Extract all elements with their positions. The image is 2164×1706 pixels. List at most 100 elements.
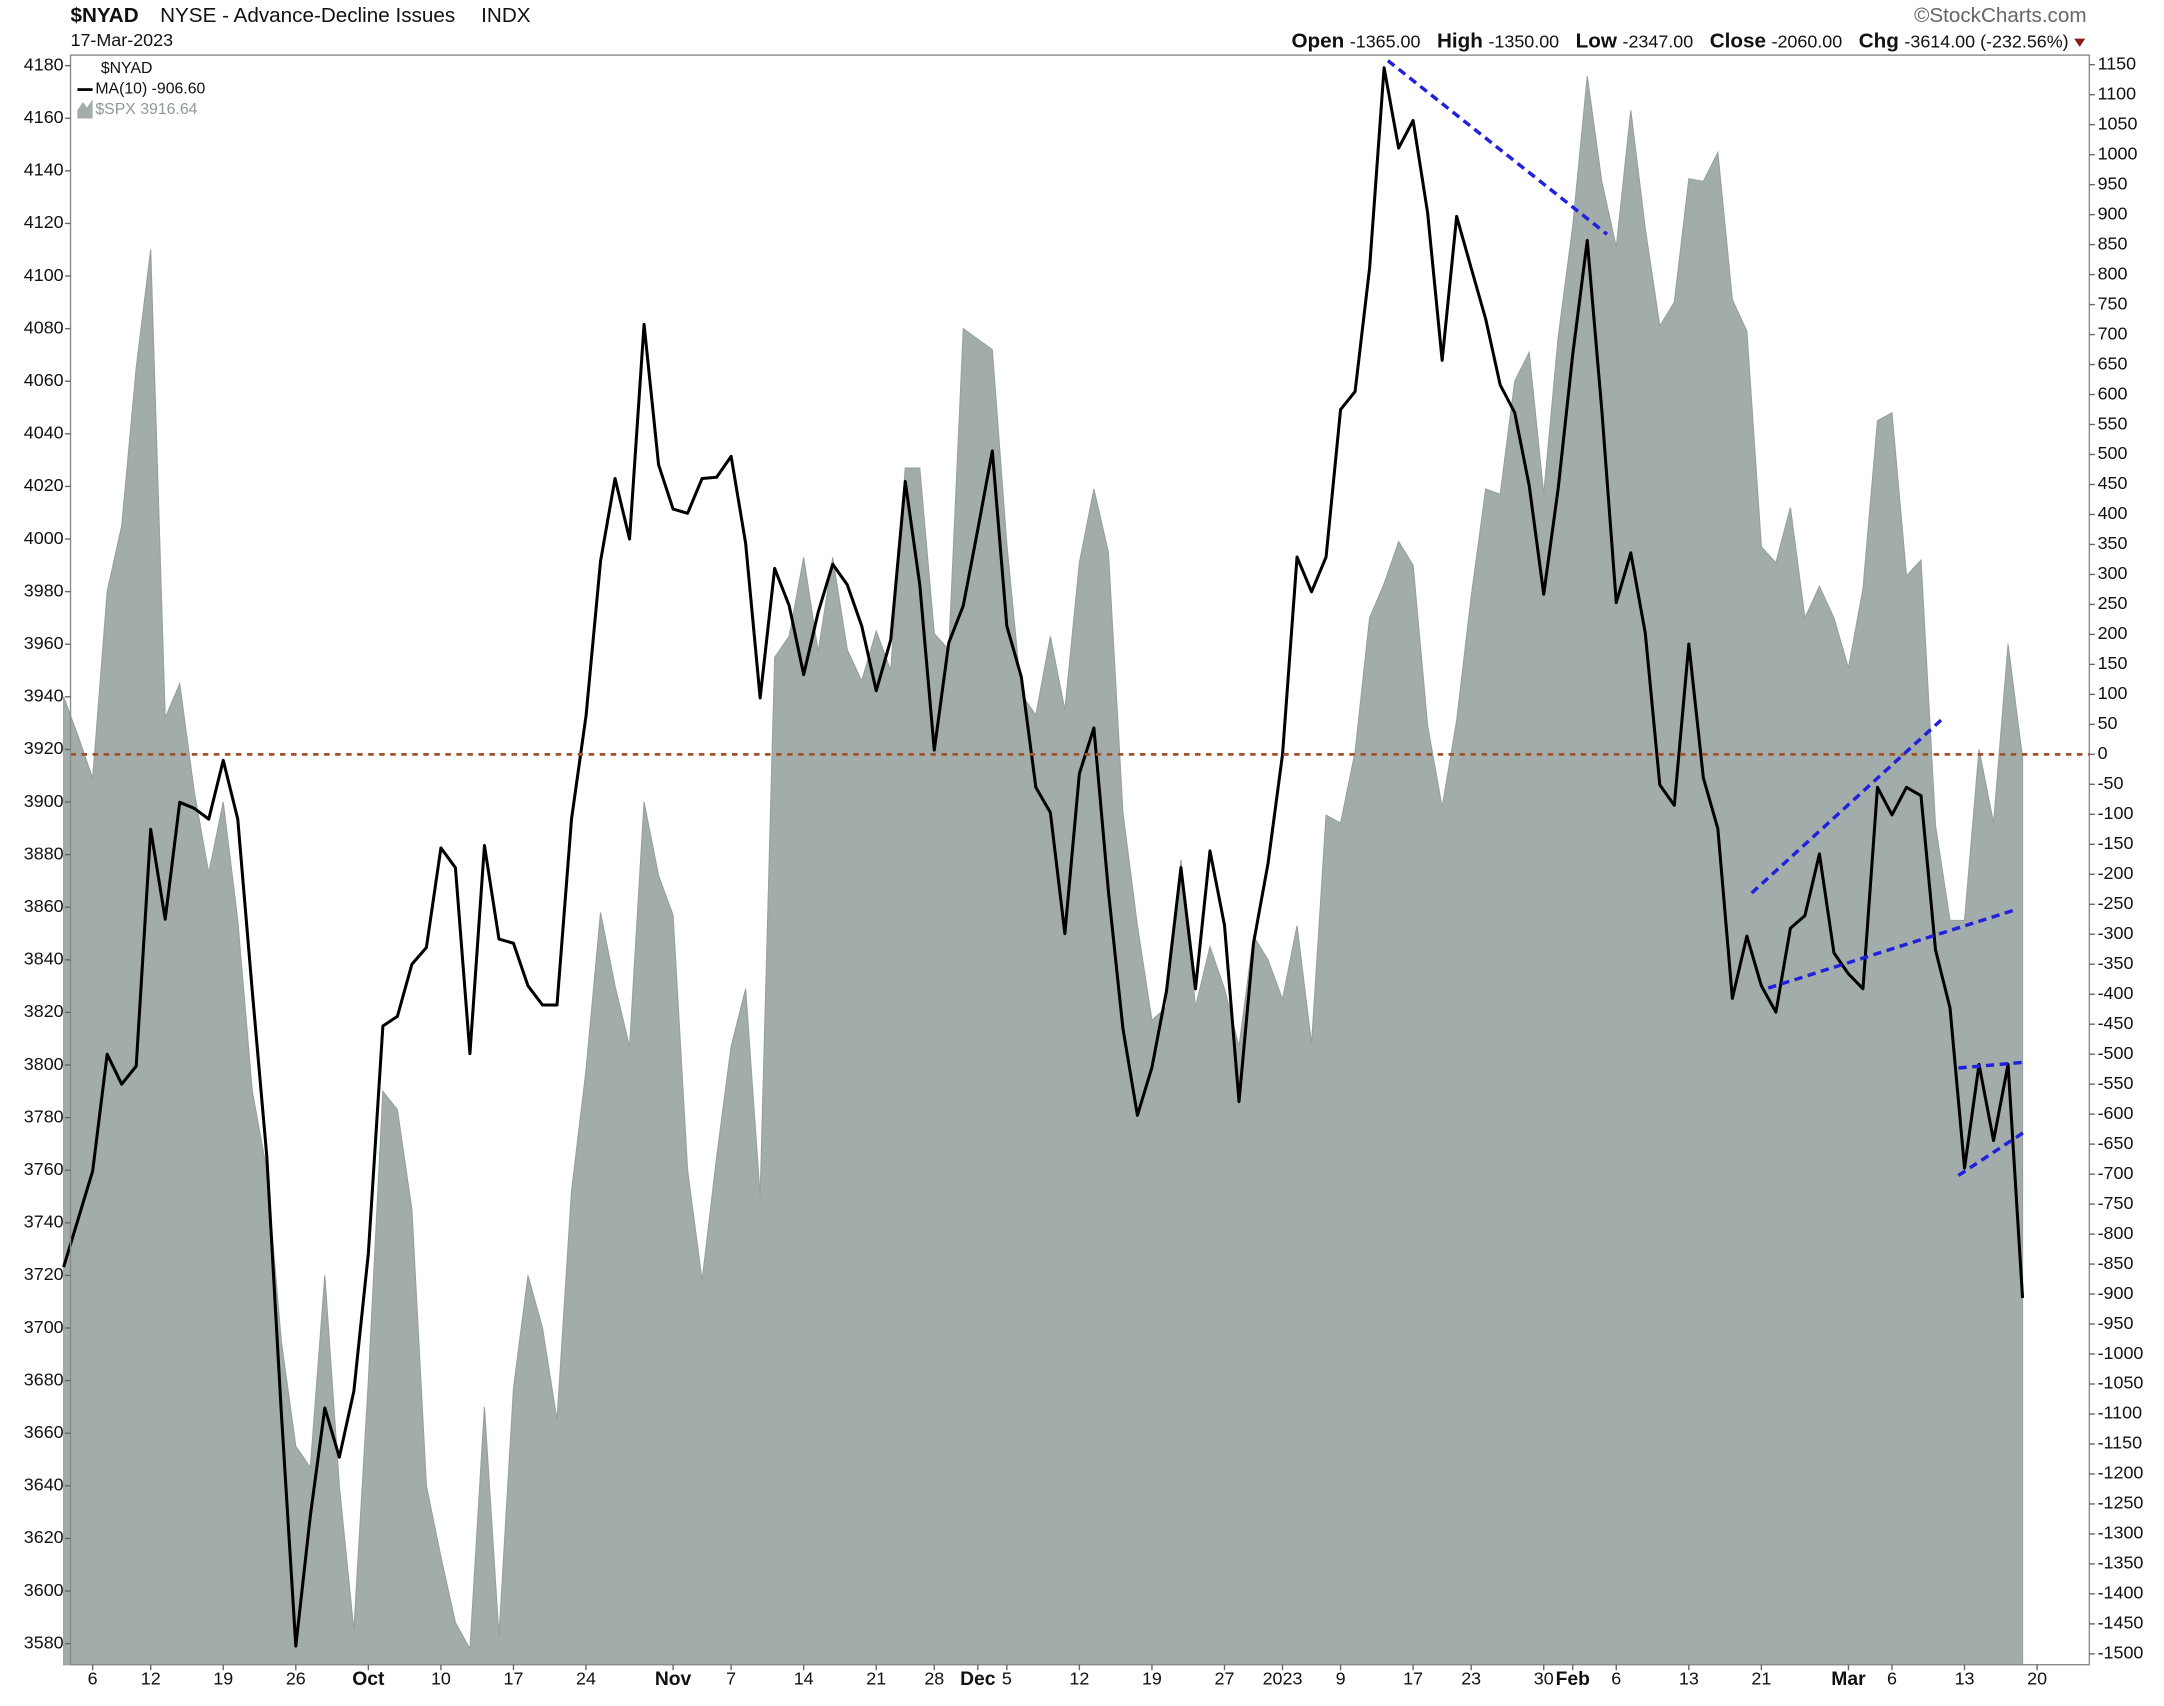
x-tick-label: 27 xyxy=(1215,1669,1235,1689)
y2-tick-label: -50 xyxy=(2098,773,2124,793)
x-tick-label: 12 xyxy=(141,1669,161,1689)
y-tick-label: 3620 xyxy=(24,1527,64,1547)
x-tick-label: 13 xyxy=(1679,1669,1699,1689)
y-tick-label: 3680 xyxy=(24,1369,64,1389)
y2-tick-label: -550 xyxy=(2098,1073,2134,1093)
source: ©StockCharts.com xyxy=(1914,4,2086,27)
legend-swatch xyxy=(77,99,93,119)
y-tick-label: 3600 xyxy=(24,1580,64,1600)
y2-tick-label: 0 xyxy=(2098,743,2108,763)
y2-tick-label: -450 xyxy=(2098,1013,2134,1033)
y2-tick-label: -1350 xyxy=(2098,1553,2144,1573)
legend-label: $SPX xyxy=(95,101,136,118)
x-tick-label: Oct xyxy=(352,1669,385,1690)
y-tick-label: 3660 xyxy=(24,1422,64,1442)
x-tick-label: Nov xyxy=(655,1669,692,1690)
y2-tick-label: 650 xyxy=(2098,353,2128,373)
stat-label: Open xyxy=(1291,30,1344,53)
y2-tick-label: -200 xyxy=(2098,863,2134,883)
y2-tick-label: 500 xyxy=(2098,443,2128,463)
trend-line xyxy=(1958,1060,2022,1070)
trend-line xyxy=(1386,59,1609,236)
y2-tick-label: 150 xyxy=(2098,653,2128,673)
x-tick-label: 17 xyxy=(1403,1669,1423,1689)
y-tick-label: 3740 xyxy=(24,1212,64,1232)
y-tick-label: 3780 xyxy=(24,1106,64,1126)
y2-tick-label: -1250 xyxy=(2098,1493,2144,1513)
y2-tick-label: 550 xyxy=(2098,413,2128,433)
y2-tick-label: -1450 xyxy=(2098,1613,2144,1633)
x-tick-label: 5 xyxy=(1002,1669,1012,1689)
y2-tick-label: -300 xyxy=(2098,923,2134,943)
y-tick-label: 3720 xyxy=(24,1264,64,1284)
y2-tick-label: -250 xyxy=(2098,893,2134,913)
x-tick-label: 30 xyxy=(1534,1669,1554,1689)
y2-tick-label: 400 xyxy=(2098,503,2128,523)
y2-tick-label: -900 xyxy=(2098,1283,2134,1303)
y2-tick-label: 50 xyxy=(2098,713,2118,733)
y-tick-label: 4040 xyxy=(24,423,64,443)
y-tick-label: 3840 xyxy=(24,949,64,969)
legend-entry: MA(10) -906.60 xyxy=(95,81,205,98)
y2-tick-label: 1100 xyxy=(2098,83,2137,103)
y-tick-label: 4160 xyxy=(24,107,64,127)
legend-value: 3916.64 xyxy=(140,101,197,118)
y2-tick-label: 450 xyxy=(2098,473,2128,493)
y2-tick-label: 100 xyxy=(2098,683,2128,703)
y2-tick-label: 700 xyxy=(2098,323,2128,343)
y-tick-label: 4140 xyxy=(24,160,64,180)
y2-tick-label: 1000 xyxy=(2098,143,2138,163)
x-tick-label: 10 xyxy=(431,1669,451,1689)
x-tick-label: Mar xyxy=(1831,1669,1866,1690)
x-tick-label: 2023 xyxy=(1263,1669,1303,1689)
y2-tick-label: 1150 xyxy=(2098,53,2137,73)
y2-tick-label: 600 xyxy=(2098,383,2128,403)
y2-tick-label: -850 xyxy=(2098,1253,2134,1273)
stats: Open -1365.00 High -1350.00 Low -2347.00 Close… xyxy=(1291,30,2068,53)
trend-line xyxy=(1767,907,2017,990)
menu-arrow[interactable] xyxy=(2074,38,2086,47)
x-tick-label: 6 xyxy=(1887,1669,1897,1689)
stat-value: -1365.00 xyxy=(1350,31,1421,51)
y2-tick-label: -1150 xyxy=(2098,1433,2143,1453)
y2-tick-label: 350 xyxy=(2098,533,2128,553)
y-tick-label: 3860 xyxy=(24,896,64,916)
trend-line xyxy=(1750,718,1944,895)
y-tick-label: 3640 xyxy=(24,1475,64,1495)
y2-tick-label: -500 xyxy=(2098,1043,2134,1063)
legend-title: $NYAD xyxy=(101,60,153,77)
y2-tick-label: 200 xyxy=(2098,623,2128,643)
exchange: INDX xyxy=(481,4,531,27)
y-tick-label: 4020 xyxy=(24,475,64,495)
x-tick-label: 6 xyxy=(88,1669,98,1689)
y2-tick-label: 250 xyxy=(2098,593,2128,613)
x-tick-label: 19 xyxy=(1142,1669,1162,1689)
x-tick-label: 9 xyxy=(1336,1669,1346,1689)
line xyxy=(62,66,2025,1648)
x-tick-label: 26 xyxy=(286,1669,306,1689)
legend-entry: $SPX 3916.64 xyxy=(95,101,197,118)
y2-tick-label: -700 xyxy=(2098,1163,2134,1183)
stat-label: High xyxy=(1437,30,1483,53)
stat-label: Close xyxy=(1710,30,1766,53)
y2-tick-label: -1200 xyxy=(2098,1463,2144,1483)
y-tick-label: 3760 xyxy=(24,1159,64,1179)
y2-tick-label: -1400 xyxy=(2098,1583,2144,1603)
y-tick-label: 3980 xyxy=(24,580,64,600)
x-tick-label: 7 xyxy=(726,1669,736,1689)
y2-tick-label: 800 xyxy=(2098,263,2128,283)
x-tick-label: Dec xyxy=(960,1669,996,1690)
y2-tick-label: -150 xyxy=(2098,833,2134,853)
y-tick-label: 4120 xyxy=(24,212,64,232)
y-tick-label: 4180 xyxy=(24,54,64,74)
x-tick-label: 21 xyxy=(1751,1669,1771,1689)
y-tick-label: 3880 xyxy=(24,843,64,863)
stat-value: -3614.00 (-232.56%) xyxy=(1904,31,2068,51)
x-tick-label: 14 xyxy=(794,1669,814,1689)
y2-tick-label: 1050 xyxy=(2098,113,2138,133)
x-tick-label: 28 xyxy=(924,1669,944,1689)
y2-tick-label: 900 xyxy=(2098,203,2128,223)
plot-area xyxy=(62,66,2090,1666)
legend: $NYAD MA(10) -906.60 $SPX 3916.64 xyxy=(77,60,206,119)
